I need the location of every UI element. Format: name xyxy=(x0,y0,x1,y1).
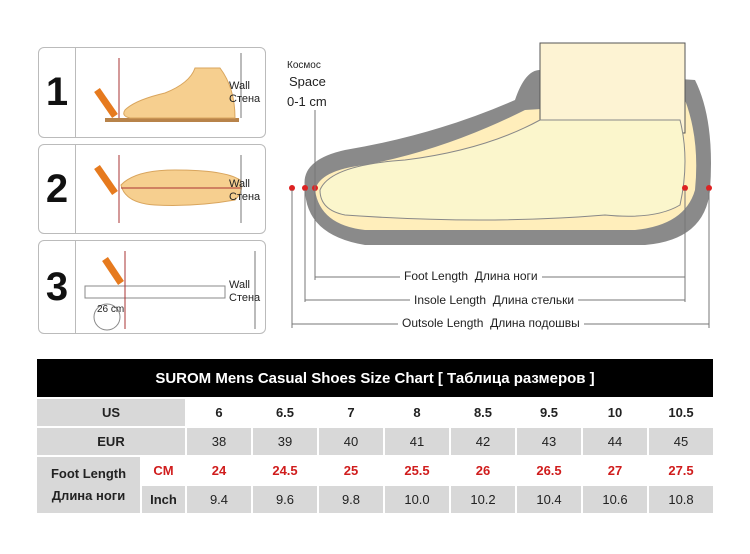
eur-cell: 45 xyxy=(647,426,715,457)
outsole-length-label-ru: Длина подошвы xyxy=(490,316,580,330)
inch-cell: 10.2 xyxy=(449,484,517,515)
inch-cell: 10.0 xyxy=(383,484,451,515)
us-cell: 10.5 xyxy=(647,397,715,428)
measurement-points xyxy=(289,185,712,191)
inch-cell: 10.6 xyxy=(581,484,649,515)
shoe-cross-section xyxy=(289,42,712,328)
cm-label: CM xyxy=(140,455,187,486)
foot-length-ru: Длина ноги xyxy=(51,488,126,503)
us-cell: 8 xyxy=(383,397,451,428)
inch-row: Inch 9.4 9.6 9.8 10.0 10.2 10.4 10.6 10.8 xyxy=(36,484,715,515)
inch-cell: 9.4 xyxy=(185,484,253,515)
foot-length-header: Foot Length Длина ноги xyxy=(35,455,142,515)
space-label: Space xyxy=(289,74,326,89)
us-cell: 6 xyxy=(185,397,253,428)
pencil-icon xyxy=(102,257,124,285)
foot-length-label: Foot Length xyxy=(404,269,469,283)
inch-cell: 10.4 xyxy=(515,484,583,515)
cm-cell: 25 xyxy=(317,455,385,486)
cm-cell: 24 xyxy=(185,455,253,486)
eur-cell: 40 xyxy=(317,426,385,457)
step-3-panel: 3 26 cm Wall Стена xyxy=(38,240,266,334)
cm-cell: 27.5 xyxy=(647,455,715,486)
eur-row: EUR 38 39 40 41 42 43 44 45 xyxy=(35,426,715,457)
foot-top-illustration xyxy=(94,155,243,223)
wall-label: Wall xyxy=(229,80,250,92)
eur-cell: 39 xyxy=(251,426,319,457)
ruler-reading: 26 cm xyxy=(97,304,125,315)
cm-cell: 27 xyxy=(581,455,649,486)
eur-cell: 42 xyxy=(449,426,517,457)
us-cell: 10 xyxy=(581,397,649,428)
pencil-icon xyxy=(94,88,118,118)
outsole-length-label: Outsole Length xyxy=(402,316,484,330)
step-number: 3 xyxy=(39,241,76,333)
insole-length-label: Insole Length xyxy=(414,293,487,307)
size-chart-table: SUROM Mens Casual Shoes Size Chart [ Таб… xyxy=(35,357,715,515)
space-label-ru: Космос xyxy=(287,60,321,71)
insole-length-label-ru: Длина стельки xyxy=(492,293,575,307)
step-number: 2 xyxy=(39,145,76,233)
inch-label: Inch xyxy=(140,484,187,515)
us-cell: 6.5 xyxy=(251,397,319,428)
cm-cell: 25.5 xyxy=(383,455,451,486)
inch-cell: 9.6 xyxy=(251,484,319,515)
size-chart-title: SUROM Mens Casual Shoes Size Chart [ Таб… xyxy=(35,357,715,399)
pencil-icon xyxy=(94,165,118,195)
step-number: 1 xyxy=(39,48,76,137)
cm-cell: 24.5 xyxy=(251,455,319,486)
inch-cell: 9.8 xyxy=(317,484,385,515)
us-cell: 9.5 xyxy=(515,397,583,428)
foot-length-en: Foot Length xyxy=(50,466,127,481)
wall-label-ru: Стена xyxy=(229,292,261,304)
foot-length-label-ru: Длина ноги xyxy=(474,269,538,283)
step-2-panel: 2 Wall Стена xyxy=(38,144,266,234)
space-range: 0-1 cm xyxy=(287,94,327,109)
foot-side-illustration xyxy=(94,53,242,122)
us-cell: 7 xyxy=(317,397,385,428)
step-1-panel: 1 Wall Стена xyxy=(38,47,266,138)
us-label: US xyxy=(35,397,187,428)
wall-label: Wall xyxy=(229,178,250,190)
eur-label: EUR xyxy=(35,426,187,457)
ruler-illustration xyxy=(84,251,256,331)
cm-cell: 26 xyxy=(449,455,517,486)
wall-label: Wall xyxy=(229,279,250,291)
wall-label-ru: Стена xyxy=(229,191,261,203)
eur-cell: 41 xyxy=(383,426,451,457)
eur-cell: 44 xyxy=(581,426,649,457)
eur-cell: 38 xyxy=(185,426,253,457)
cm-row: Foot Length Длина ноги CM 24 24.5 25 25.5 26 26.… xyxy=(35,455,715,515)
cm-cell: 26.5 xyxy=(515,455,583,486)
inch-cell: 10.8 xyxy=(647,484,715,515)
eur-cell: 43 xyxy=(515,426,583,457)
us-row: US 6 6.5 7 8 8.5 9.5 10 10.5 xyxy=(35,397,715,428)
wall-label-ru: Стена xyxy=(229,93,261,105)
us-cell: 8.5 xyxy=(449,397,517,428)
